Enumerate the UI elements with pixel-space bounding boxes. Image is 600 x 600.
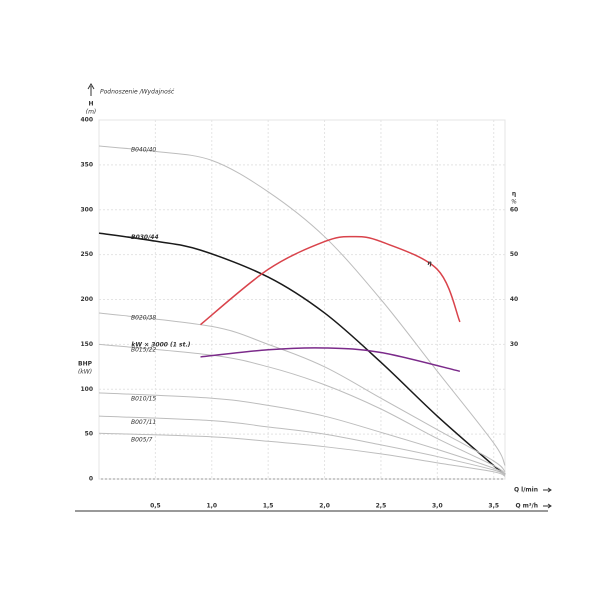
y-tick-label: 100 — [80, 386, 93, 393]
series-line — [98, 232, 506, 476]
series-line — [98, 145, 506, 466]
axis-arrow — [87, 83, 95, 90]
x-axis-label: Q m³/h — [515, 503, 538, 510]
series-label: B005/7 — [131, 437, 153, 444]
series-label: B040/40 — [131, 147, 156, 154]
y2-tick-label: 60 — [510, 206, 518, 213]
series-line — [200, 235, 461, 326]
y-axis-unit: (m) — [86, 109, 97, 116]
x-tick-label: 1,0 — [206, 503, 217, 510]
series-label: η — [427, 260, 432, 267]
y-tick-label: 200 — [80, 296, 93, 303]
series-label: B015/22 — [131, 346, 156, 353]
y-tick-label: 400 — [80, 117, 93, 124]
y2-axis-label: η — [512, 191, 516, 198]
y2-tick-label: 40 — [510, 296, 518, 303]
y-tick-label: 350 — [80, 161, 93, 168]
y-tick-label: 150 — [80, 341, 93, 348]
series-line — [98, 343, 506, 475]
x-tick-label: 3,0 — [432, 503, 443, 510]
series-line — [98, 432, 506, 477]
axis-arrow — [543, 487, 552, 509]
series-label: B010/15 — [131, 395, 156, 402]
series-line — [200, 347, 461, 373]
x-tick-label: 2,5 — [376, 503, 387, 510]
x-axis-label: Q l/min — [514, 487, 538, 494]
bhp-unit: (kW) — [78, 369, 92, 376]
bhp-label: BHP — [78, 361, 93, 368]
y-tick-label: 0 — [89, 476, 93, 483]
series-label: B007/11 — [131, 419, 156, 426]
series-label: B030/44 — [131, 234, 159, 241]
series-label: kW × 3000 (1 st.) — [131, 341, 190, 348]
x-tick-label: 2,0 — [319, 503, 330, 510]
y2-tick-label: 50 — [510, 251, 518, 258]
chart-title: Podnoszenie /Wydajność — [100, 89, 175, 96]
x-tick-label: 1,5 — [263, 503, 274, 510]
y-tick-label: 250 — [80, 251, 93, 258]
series-line — [98, 312, 506, 473]
x-tick-label: 0,5 — [150, 503, 161, 510]
x-tick-label: 3,5 — [488, 503, 499, 510]
y-tick-label: 50 — [85, 431, 93, 438]
series-line — [98, 415, 506, 476]
y2-axis-unit: % — [511, 199, 517, 206]
y-tick-label: 300 — [80, 206, 93, 213]
y2-tick-label: 30 — [510, 341, 518, 348]
series-line — [98, 392, 506, 475]
series-label: B020/38 — [131, 314, 156, 321]
y-axis-label: H — [88, 101, 93, 108]
